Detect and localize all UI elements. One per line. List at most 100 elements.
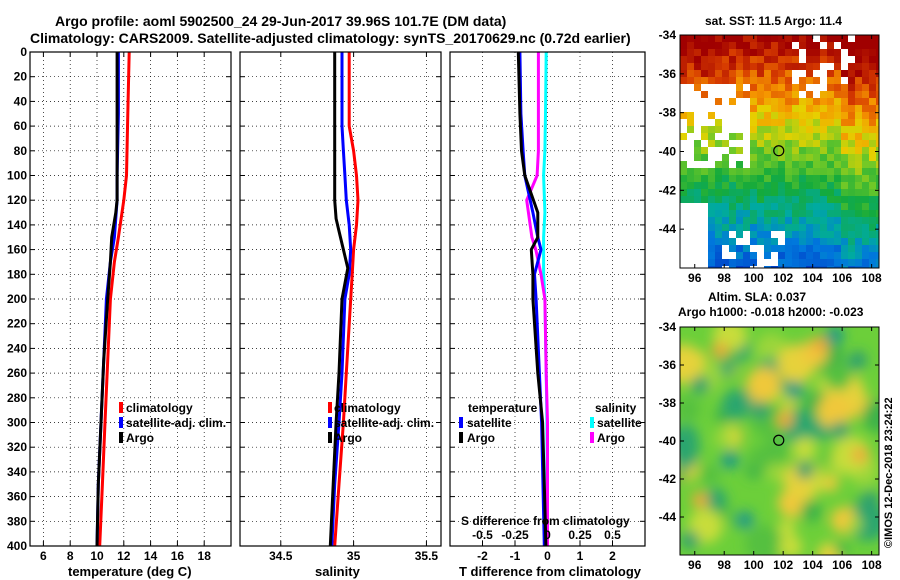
sst-pixel: [778, 182, 785, 189]
sst-pixel: [778, 63, 785, 70]
sst-pixel: [771, 154, 778, 161]
sst-pixel: [869, 210, 876, 217]
sst-pixel: [792, 245, 799, 252]
map-x-tick-label: 104: [803, 271, 823, 285]
sst-pixel: [855, 105, 862, 112]
legend-label-climatology: climatology: [126, 401, 193, 415]
sst-pixel: [792, 35, 799, 42]
sst-pixel: [876, 49, 879, 56]
sst-pixel: [715, 196, 722, 203]
sst-pixel: [855, 42, 862, 49]
sst-pixel: [799, 119, 806, 126]
sst-pixel: [715, 189, 722, 196]
sst-pixel: [862, 175, 869, 182]
sst-pixel: [876, 224, 879, 231]
sst-pixel: [750, 63, 757, 70]
temperature-xlabel: temperature (deg C): [68, 564, 192, 579]
temperature-tick-label: 18: [198, 549, 212, 563]
sst-pixel: [764, 147, 771, 154]
depth-tick-label: 80: [14, 144, 28, 158]
sst-pixel: [848, 147, 855, 154]
sla-high-spot: [712, 342, 728, 358]
sst-pixel: [736, 182, 743, 189]
temperature-panel: 0 20 40 60 80 100 120 140 160 180 200 220 240 260 280 3…: [7, 45, 232, 579]
sst-pixel: [701, 77, 708, 84]
sst-pixel: [792, 196, 799, 203]
sst-pixel: [771, 182, 778, 189]
sst-pixel: [715, 140, 722, 147]
sst-pixel: [869, 91, 876, 98]
sst-pixel: [757, 70, 764, 77]
sst-pixel: [715, 245, 722, 252]
sst-pixel: [841, 70, 848, 77]
sla-argo-position-marker: [773, 434, 785, 446]
sst-pixel: [834, 140, 841, 147]
sst-pixel: [708, 189, 715, 196]
sst-pixel: [715, 42, 722, 49]
sst-pixel: [792, 252, 799, 259]
sst-pixel: [785, 175, 792, 182]
sst-pixel: [820, 49, 827, 56]
sst-pixel: [855, 238, 862, 245]
sst-pixel: [820, 196, 827, 203]
sst-pixel: [827, 203, 834, 210]
sst-pixel: [757, 133, 764, 140]
sst-pixel: [806, 154, 813, 161]
sst-pixel: [792, 224, 799, 231]
sst-pixel: [855, 266, 862, 268]
sst-pixel: [771, 196, 778, 203]
sst-pixel: [729, 217, 736, 224]
legend-swatch-t-argo: [459, 432, 463, 443]
sst-pixel: [820, 126, 827, 133]
sst-pixel: [876, 126, 879, 133]
sst-pixel: [785, 259, 792, 266]
map-y-tick-label: -42: [659, 183, 677, 197]
sst-pixel: [834, 175, 841, 182]
sla-low-spot: [786, 381, 804, 399]
sst-pixel: [841, 266, 848, 268]
sst-pixel: [722, 189, 729, 196]
sst-pixel: [855, 70, 862, 77]
salinity-tick-label: 35.5: [415, 549, 439, 563]
sst-pixel: [750, 84, 757, 91]
sst-pixel: [841, 35, 848, 42]
salinity-tick-labels: 34.5 35 35.5: [269, 549, 438, 563]
sst-pixel: [715, 266, 722, 268]
sst-pixel: [834, 70, 841, 77]
sst-pixel: [855, 224, 862, 231]
sst-pixel: [848, 182, 855, 189]
sst-pixel: [757, 189, 764, 196]
sst-pixel: [841, 42, 848, 49]
sst-pixel: [750, 189, 757, 196]
sst-pixel: [764, 91, 771, 98]
sst-pixel: [771, 245, 778, 252]
legend-label-argo: Argo: [126, 431, 154, 445]
sst-pixel: [813, 217, 820, 224]
sst-pixel: [827, 77, 834, 84]
sst-pixel: [834, 252, 841, 259]
sst-pixel: [722, 70, 729, 77]
sla-low-spot: [721, 451, 739, 469]
sst-pixel: [764, 231, 771, 238]
sst-pixel: [855, 196, 862, 203]
sst-argo-position-marker: [773, 145, 785, 157]
sst-pixel: [722, 210, 729, 217]
depth-tick-label: 360: [7, 490, 27, 504]
sst-pixel: [848, 196, 855, 203]
sst-pixel: [715, 77, 722, 84]
sst-pixel: [834, 210, 841, 217]
sst-pixel: [680, 77, 687, 84]
sst-pixel: [820, 133, 827, 140]
sla-map-subtitle: Argo h1000: -0.018 h2000: -0.023: [678, 305, 864, 319]
sst-pixel: [771, 84, 778, 91]
sst-pixel: [820, 210, 827, 217]
sst-pixel: [708, 203, 715, 210]
sst-pixel: [827, 42, 834, 49]
sst-pixel: [736, 77, 743, 84]
sst-pixel: [799, 42, 806, 49]
sst-pixel: [848, 231, 855, 238]
sst-pixel: [827, 154, 834, 161]
sst-pixel: [785, 189, 792, 196]
salinity-lines: [328, 52, 360, 547]
sst-pixel: [792, 140, 799, 147]
